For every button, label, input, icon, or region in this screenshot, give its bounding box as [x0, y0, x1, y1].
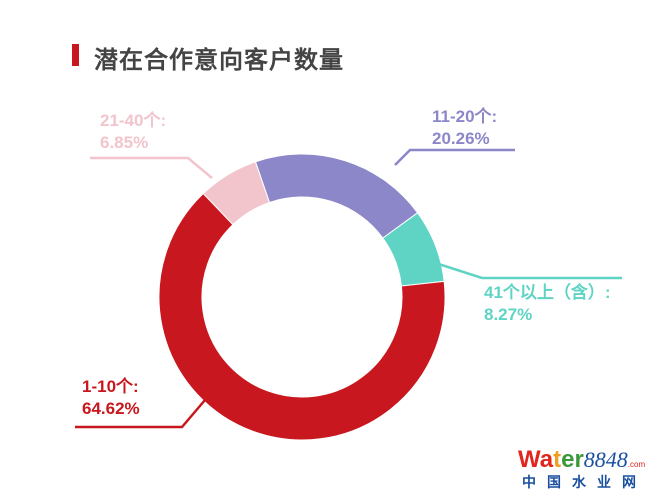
- chart-title: 潜在合作意向客户数量: [94, 46, 344, 74]
- donut-slice: [254, 153, 419, 239]
- slice-value-label: 8.27%: [484, 305, 532, 324]
- leader-line: [90, 156, 213, 179]
- slice-category-label: 21-40个:: [100, 110, 166, 130]
- slice-value-label: 64.62%: [82, 399, 140, 418]
- title-accent-bar: [72, 44, 79, 66]
- watermark-cn: 中国水业网: [522, 475, 647, 491]
- leader-line: [75, 399, 206, 429]
- donut-slice: [158, 192, 446, 441]
- donut-slice: [202, 161, 271, 226]
- leader-line: [419, 256, 622, 280]
- watermark-logo: Water8848.com: [518, 446, 646, 473]
- slice-category-label: 1-10个:: [82, 376, 139, 396]
- slice-value-label: 6.85%: [100, 133, 148, 152]
- slice-category-label: 11-20个:: [432, 106, 497, 126]
- slice-category-label: 41个以上（含）:: [484, 282, 611, 302]
- leader-line: [394, 148, 515, 166]
- slice-value-label: 20.26%: [432, 129, 490, 148]
